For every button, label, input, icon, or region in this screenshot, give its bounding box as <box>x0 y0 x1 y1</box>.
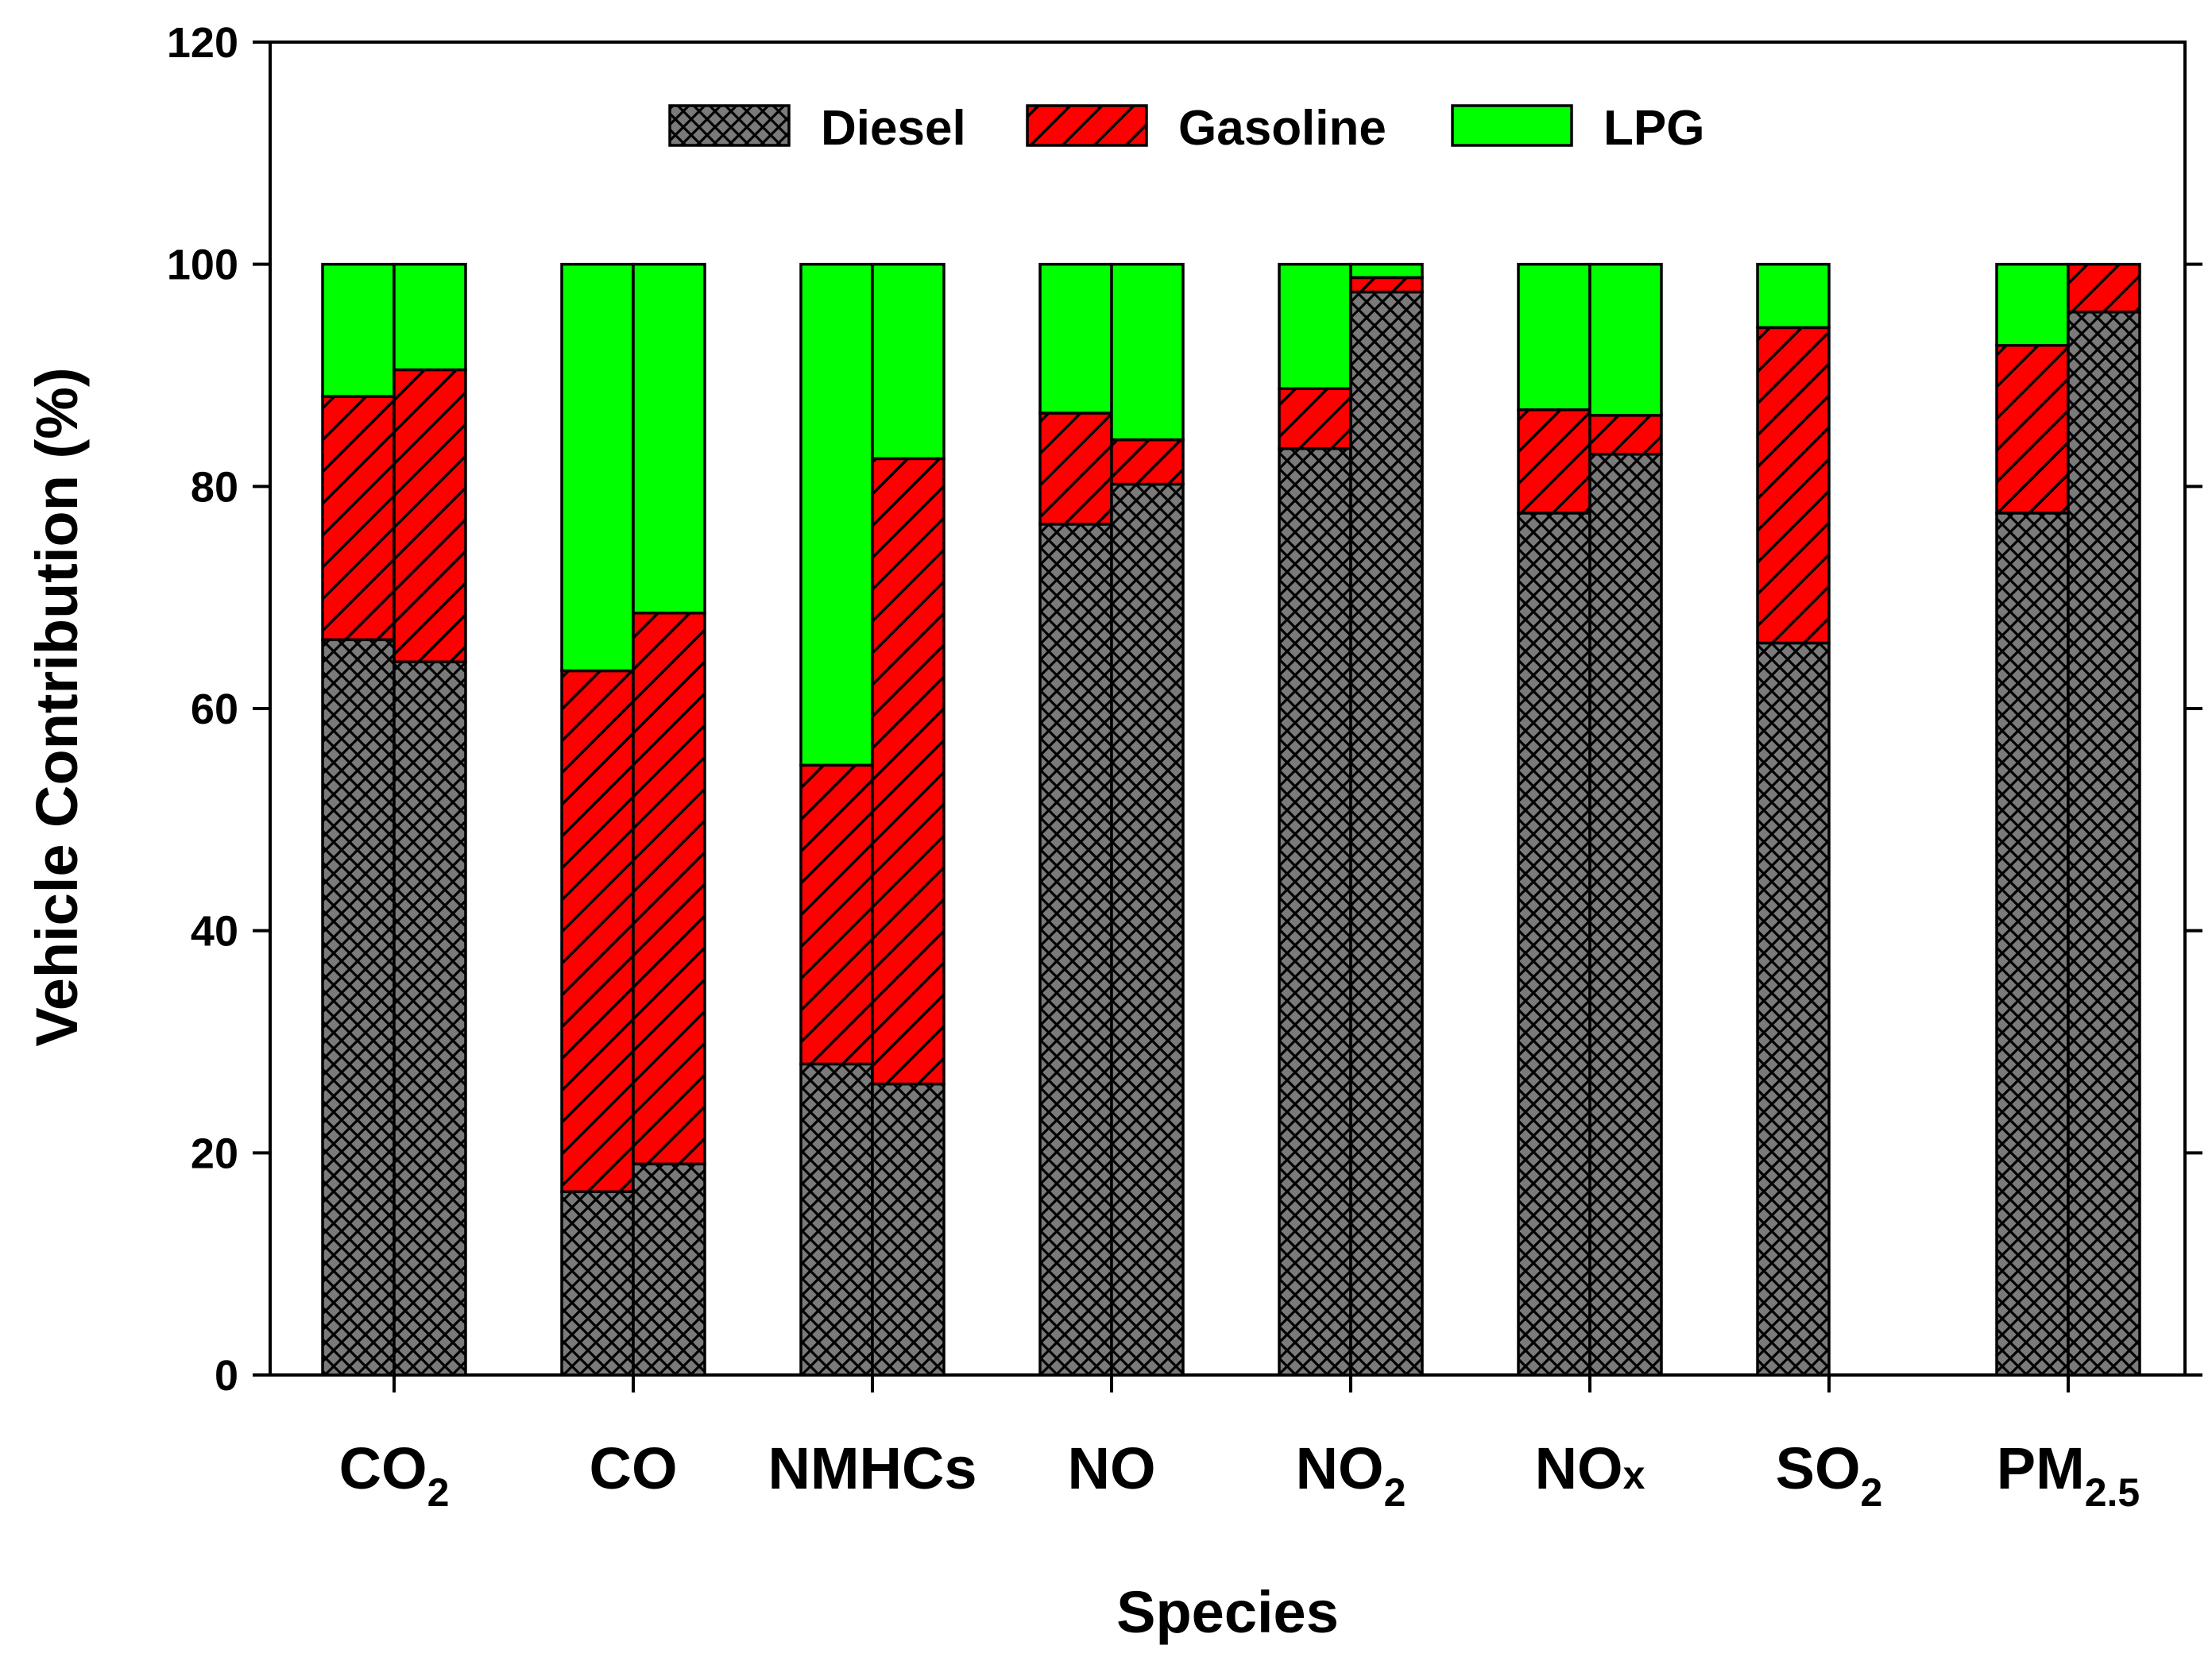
y-tick-label: 60 <box>191 686 238 733</box>
bar-lpg-2-1 <box>871 262 946 461</box>
bar-diesel-4-1 <box>1349 290 1424 1377</box>
bar-lpg-1-1 <box>632 262 706 615</box>
bar-diesel-4-0 <box>1278 447 1352 1377</box>
bar-gasoline-0-1 <box>393 368 467 664</box>
x-category-label: CO2 <box>339 1435 450 1515</box>
legend-label-gasoline: Gasoline <box>1178 101 1386 156</box>
x-category-label: PM2.5 <box>1997 1435 2140 1515</box>
legend-label-lpg: LPG <box>1603 101 1704 156</box>
bar-diesel-2-1 <box>871 1082 946 1377</box>
plot-frame <box>269 41 2187 1377</box>
legend-swatch-diesel <box>668 104 791 147</box>
bar-gasoline-1-1 <box>632 611 706 1166</box>
bar-gasoline-5-1 <box>1588 414 1663 456</box>
x-category-label: SO2 <box>1776 1435 1883 1515</box>
bar-diesel-3-1 <box>1110 482 1185 1377</box>
bar-lpg-1-0 <box>560 262 635 673</box>
bar-lpg-6-0 <box>1756 262 1831 330</box>
bar-lpg-0-1 <box>393 262 467 372</box>
legend-swatch-gasoline <box>1026 104 1148 147</box>
bar-gasoline-3-0 <box>1038 411 1113 526</box>
bar-gasoline-7-1 <box>2067 262 2141 314</box>
bar-diesel-7-1 <box>2067 311 2141 1377</box>
bar-diesel-2-0 <box>799 1062 874 1377</box>
y-tick-label: 80 <box>191 463 238 511</box>
bar-diesel-7-0 <box>1995 512 2070 1377</box>
bar-gasoline-2-1 <box>871 457 946 1086</box>
x-category-label: NO2 <box>1296 1435 1406 1515</box>
bar-diesel-0-1 <box>393 660 467 1377</box>
y-axis-title: Vehicle Contribution (%) <box>24 367 90 1046</box>
bar-diesel-1-1 <box>632 1162 706 1377</box>
bar-diesel-1-0 <box>560 1190 635 1377</box>
bar-gasoline-7-0 <box>1995 343 2070 515</box>
bar-lpg-0-0 <box>321 262 396 398</box>
bar-gasoline-4-0 <box>1278 387 1352 450</box>
legend-swatch-lpg <box>1451 104 1573 147</box>
bar-lpg-5-0 <box>1517 262 1591 411</box>
bar-lpg-5-1 <box>1588 262 1663 417</box>
bar-diesel-5-0 <box>1517 512 1591 1377</box>
y-tick-label: 40 <box>191 908 238 956</box>
x-category-label: NO <box>1068 1435 1156 1501</box>
y-tick-label: 120 <box>167 19 238 67</box>
bar-gasoline-2-0 <box>799 763 874 1066</box>
bar-diesel-0-0 <box>321 638 396 1377</box>
bar-diesel-3-0 <box>1038 523 1113 1377</box>
bar-gasoline-1-0 <box>560 669 635 1194</box>
bar-gasoline-3-1 <box>1110 438 1185 486</box>
bar-diesel-6-0 <box>1756 641 1831 1377</box>
x-category-label: NOx <box>1535 1435 1645 1501</box>
legend-label-diesel: Diesel <box>821 101 966 156</box>
y-tick-label: 100 <box>167 241 238 289</box>
bar-lpg-2-0 <box>799 262 874 767</box>
x-axis-title: Species <box>1116 1579 1339 1645</box>
y-tick-label: 20 <box>191 1130 238 1177</box>
bar-gasoline-6-0 <box>1756 326 1831 645</box>
bar-lpg-3-1 <box>1110 262 1185 442</box>
x-category-label: CO <box>590 1435 678 1501</box>
bar-lpg-4-0 <box>1278 262 1352 391</box>
bar-lpg-4-1 <box>1349 262 1424 280</box>
bar-lpg-3-0 <box>1038 262 1113 415</box>
x-category-label: NMHCs <box>768 1435 976 1501</box>
bar-lpg-7-0 <box>1995 262 2070 347</box>
bar-diesel-5-1 <box>1588 453 1663 1377</box>
bar-gasoline-0-0 <box>321 395 396 642</box>
bar-gasoline-5-0 <box>1517 408 1591 515</box>
y-tick-label: 0 <box>215 1352 238 1400</box>
bar-gasoline-4-1 <box>1349 276 1424 294</box>
